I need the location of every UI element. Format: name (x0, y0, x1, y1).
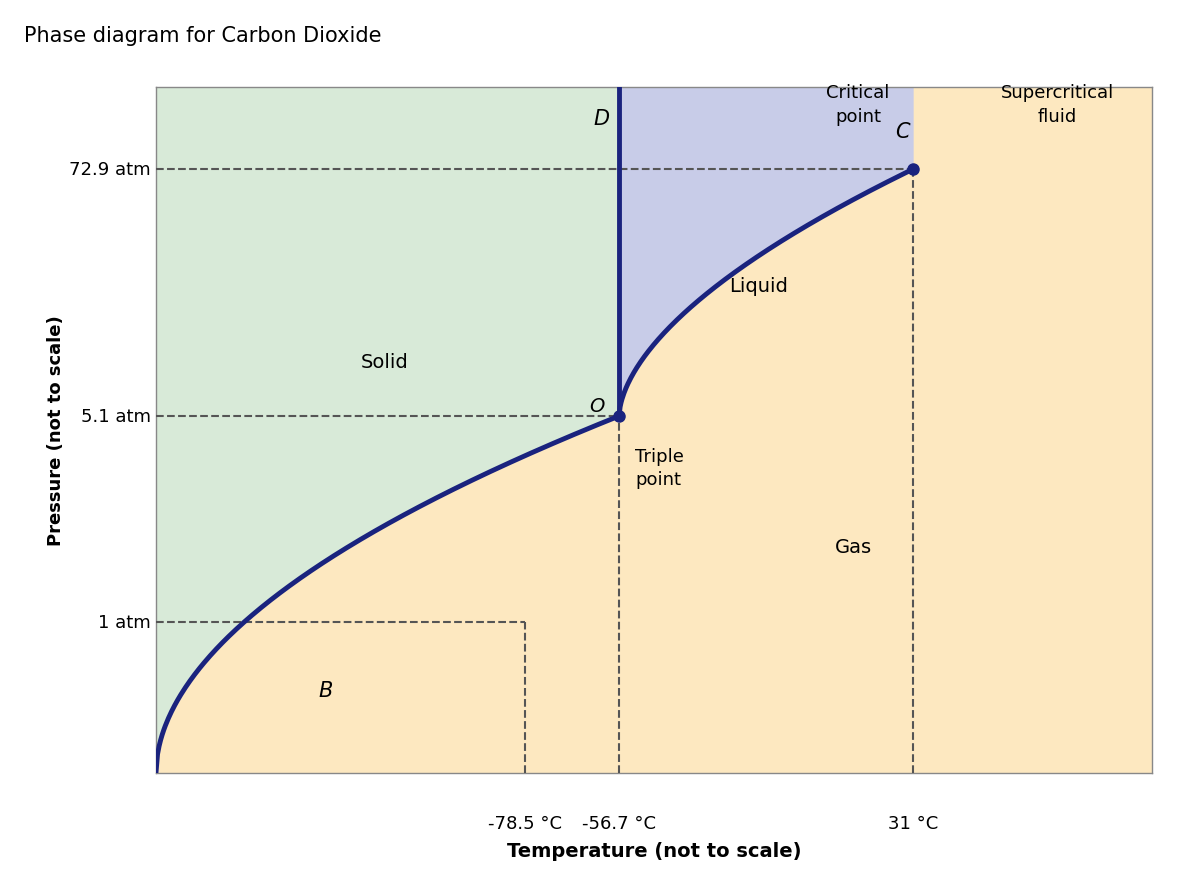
Text: 1 atm: 1 atm (98, 613, 151, 631)
Text: Pressure (not to scale): Pressure (not to scale) (47, 315, 66, 545)
Text: Temperature (not to scale): Temperature (not to scale) (506, 841, 802, 860)
Text: 31 °C: 31 °C (888, 814, 938, 831)
Text: Critical
point: Critical point (827, 84, 890, 126)
Polygon shape (619, 88, 913, 416)
Polygon shape (156, 88, 619, 773)
Text: $\mathbf{\it{C}}$: $\mathbf{\it{C}}$ (895, 122, 911, 142)
Text: Supercritical
fluid: Supercritical fluid (1001, 84, 1114, 126)
Text: Solid: Solid (361, 352, 409, 371)
Text: Gas: Gas (835, 537, 871, 556)
Text: Triple
point: Triple point (635, 447, 684, 489)
Text: $\mathbf{\it{D}}$: $\mathbf{\it{D}}$ (593, 109, 610, 128)
Text: 72.9 atm: 72.9 atm (70, 161, 151, 179)
Text: -56.7 °C: -56.7 °C (582, 814, 656, 831)
Text: 5.1 atm: 5.1 atm (82, 407, 151, 426)
Text: $\mathbf{\it{B}}$: $\mathbf{\it{B}}$ (318, 680, 332, 701)
Text: $\mathbf{\it{O}}$: $\mathbf{\it{O}}$ (589, 397, 605, 416)
Text: Liquid: Liquid (730, 277, 788, 296)
Text: -78.5 °C: -78.5 °C (487, 814, 562, 831)
Text: Phase diagram for Carbon Dioxide: Phase diagram for Carbon Dioxide (24, 26, 382, 47)
